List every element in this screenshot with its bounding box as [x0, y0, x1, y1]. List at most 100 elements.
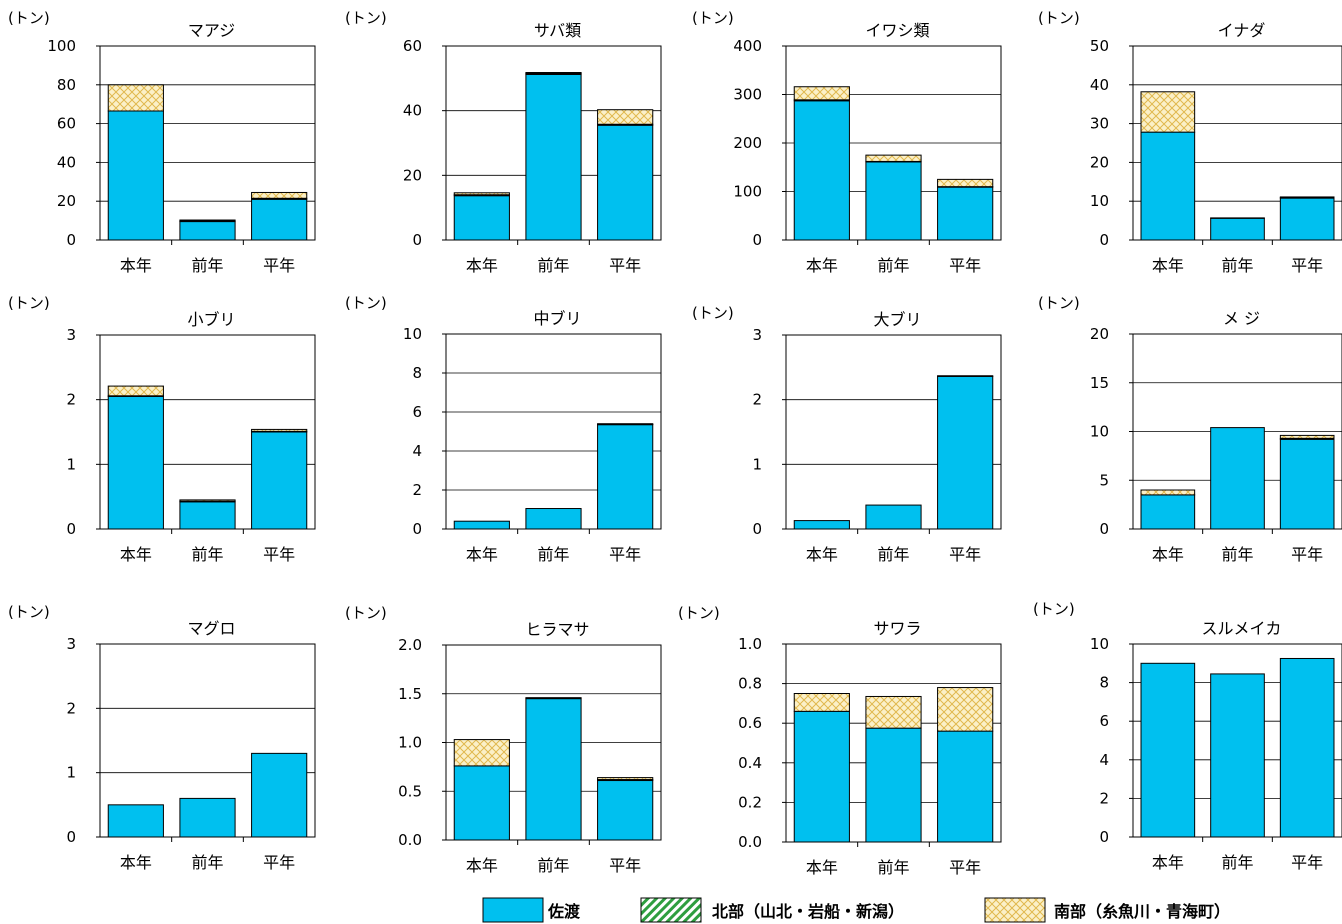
bar-segment: [937, 730, 994, 843]
bar-segment: [1210, 673, 1265, 838]
bar-segment: [251, 752, 308, 838]
x-tick-label: 前年: [877, 256, 909, 275]
y-tick-label: 50: [1090, 37, 1109, 55]
bar-segment: [525, 697, 582, 700]
chart-title: スルメイカ: [1201, 619, 1281, 638]
bar-segment: [793, 693, 850, 712]
bar-segment: [597, 423, 654, 425]
y-tick-label: 8: [1099, 674, 1109, 692]
x-tick-label: 本年: [806, 545, 838, 564]
bar-segment: [793, 520, 850, 530]
chart-panel-5: (トン) 小ブリ 0 1 2 3 本年 前年 平年: [8, 294, 316, 564]
x-tick-label: 平年: [949, 858, 981, 877]
y-tick-label: 0: [412, 520, 422, 538]
x-tick-label: 前年: [537, 545, 569, 564]
x-tick-label: 平年: [263, 853, 295, 872]
y-tick-label: 6: [412, 403, 422, 421]
x-tick-label: 前年: [877, 858, 909, 877]
y-tick-label: 80: [57, 76, 76, 94]
chart-panel-10: (トン) ヒラマサ 0.0 0.5 1.0 1.5 2.0 本年 前年 平年: [345, 604, 662, 875]
legend-swatch: [640, 897, 702, 923]
bar-segment: [1279, 197, 1335, 241]
bar-segment: [179, 221, 236, 241]
bar-segment: [597, 777, 654, 781]
unit-label: (トン): [1038, 9, 1080, 27]
chart-title: 大ブリ: [873, 310, 921, 329]
y-tick-label: 200: [733, 134, 762, 152]
y-tick-label: 3: [66, 635, 76, 653]
bar-segment: [937, 375, 994, 530]
x-tick-label: 本年: [806, 256, 838, 275]
x-tick-label: 平年: [949, 256, 981, 275]
y-tick-label: 1.0: [398, 734, 422, 752]
y-tick-label: 0: [1099, 231, 1109, 249]
bar-segment: [251, 198, 308, 241]
y-tick-label: 40: [403, 102, 422, 120]
y-tick-label: 1.5: [398, 685, 422, 703]
chart-title: 中ブリ: [533, 309, 581, 328]
x-tick-label: 前年: [191, 256, 223, 275]
legend-label: 南部（糸魚川・青海町）: [1054, 902, 1230, 921]
bar-segment: [1279, 657, 1335, 838]
unit-label: (トン): [345, 604, 387, 622]
bar-segment: [525, 73, 582, 241]
y-tick-label: 2.0: [398, 636, 422, 654]
y-tick-label: 30: [1090, 115, 1109, 133]
legend-label: 北部（山北・岩船・新潟）: [712, 902, 904, 921]
y-tick-label: 40: [57, 153, 76, 171]
y-tick-label: 2: [752, 391, 762, 409]
unit-label: (トン): [8, 603, 50, 621]
bar-segment: [107, 110, 164, 241]
bar-segment: [525, 72, 582, 74]
x-tick-label: 前年: [877, 545, 909, 564]
y-tick-label: 2: [66, 391, 76, 409]
x-tick-label: 平年: [1291, 853, 1323, 872]
chart-panel-1: (トン) マアジ 0 20 40 60 80 100 本年 前年 平年: [8, 9, 316, 275]
chart-title: サワラ: [873, 619, 921, 638]
x-tick-label: 本年: [466, 256, 498, 275]
y-tick-label: 10: [1090, 192, 1109, 210]
chart-title: サバ類: [534, 21, 581, 40]
unit-label: (トン): [345, 9, 387, 27]
bar-segment: [793, 710, 850, 843]
bar-segment: [1210, 427, 1265, 530]
x-tick-label: 前年: [1221, 853, 1253, 872]
x-tick-label: 前年: [1221, 256, 1253, 275]
chart-title: マグロ: [187, 619, 235, 638]
y-tick-label: 400: [733, 37, 762, 55]
x-tick-label: 本年: [806, 858, 838, 877]
y-tick-label: 0: [66, 231, 76, 249]
bar-segment: [865, 504, 922, 530]
bar-segment: [597, 124, 654, 241]
x-tick-label: 本年: [1152, 853, 1184, 872]
bar-segment: [793, 100, 850, 241]
bar-segment: [1140, 662, 1196, 838]
bar-segment: [107, 385, 164, 397]
unit-label: (トン): [1038, 294, 1080, 312]
bar-segment: [1140, 91, 1196, 133]
bar-segment: [793, 86, 850, 101]
bar-segment: [251, 191, 308, 199]
bar-segment: [179, 501, 236, 530]
y-tick-label: 1: [66, 764, 76, 782]
chart-panel-2: (トン) サバ類 0 20 40 60 本年 前年 平年: [345, 9, 662, 275]
bar-segment: [453, 739, 510, 767]
y-tick-label: 1: [66, 455, 76, 473]
bar-segment: [865, 154, 922, 162]
y-tick-label: 60: [403, 37, 422, 55]
chart-panel-11: (トン) サワラ 0.0 0.2 0.4 0.6 0.8 1.0 本年 前年 平年: [678, 604, 1002, 877]
y-tick-label: 4: [412, 442, 422, 460]
x-tick-label: 平年: [1291, 256, 1323, 275]
bar-segment: [597, 424, 654, 530]
y-tick-label: 0: [752, 520, 762, 538]
y-tick-label: 0.4: [738, 754, 762, 772]
y-tick-label: 0.0: [738, 833, 762, 851]
bar-segment: [937, 178, 994, 188]
y-tick-label: 10: [1090, 423, 1109, 441]
bar-segment: [937, 375, 994, 377]
bar-segment: [107, 84, 164, 112]
y-tick-label: 100: [47, 37, 76, 55]
x-tick-label: 平年: [609, 256, 641, 275]
bar-segment: [865, 161, 922, 241]
